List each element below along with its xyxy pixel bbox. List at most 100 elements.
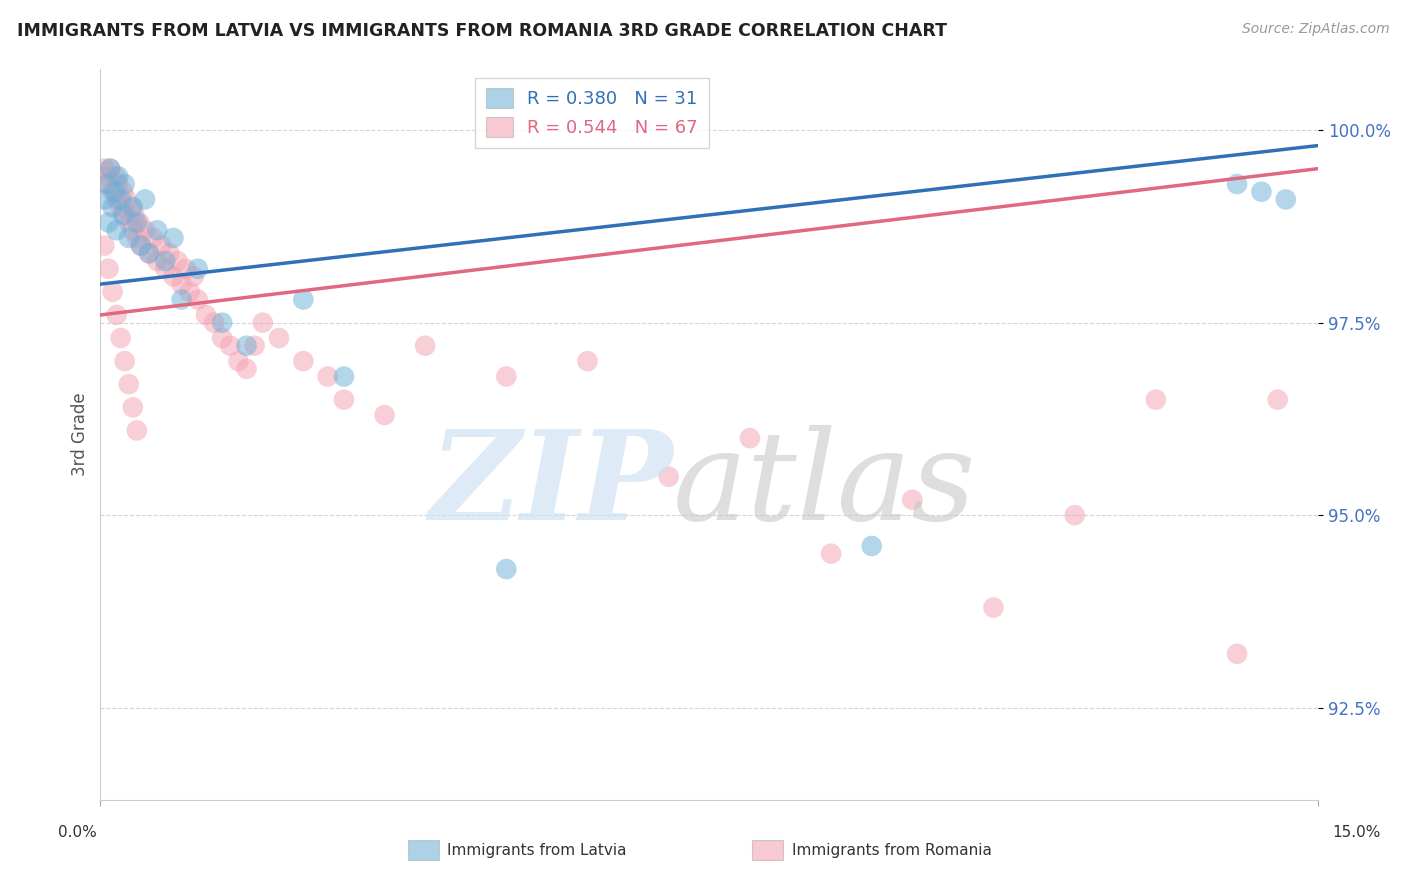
Point xyxy=(373,408,395,422)
Point xyxy=(146,254,169,268)
Point xyxy=(112,185,135,199)
Point xyxy=(134,193,156,207)
Point xyxy=(110,200,132,214)
Point xyxy=(97,215,120,229)
Point xyxy=(316,369,339,384)
Point xyxy=(219,339,242,353)
Point xyxy=(202,316,225,330)
Point xyxy=(228,354,250,368)
Point xyxy=(98,161,121,176)
Text: IMMIGRANTS FROM LATVIA VS IMMIGRANTS FROM ROMANIA 3RD GRADE CORRELATION CHART: IMMIGRANTS FROM LATVIA VS IMMIGRANTS FRO… xyxy=(17,22,946,40)
Point xyxy=(101,285,124,299)
Point xyxy=(150,238,173,252)
Point xyxy=(134,223,156,237)
Bar xyxy=(408,840,439,860)
Point xyxy=(194,308,217,322)
Point xyxy=(860,539,883,553)
Point xyxy=(166,254,188,268)
Point xyxy=(157,246,180,260)
Text: ZIP: ZIP xyxy=(429,425,673,546)
Point xyxy=(121,200,143,214)
Point xyxy=(97,261,120,276)
Point xyxy=(187,261,209,276)
Point xyxy=(1250,185,1272,199)
Legend: R = 0.380   N = 31, R = 0.544   N = 67: R = 0.380 N = 31, R = 0.544 N = 67 xyxy=(475,78,709,148)
Point xyxy=(333,392,356,407)
Text: Immigrants from Romania: Immigrants from Romania xyxy=(792,843,991,857)
Point xyxy=(114,177,136,191)
Point xyxy=(107,177,129,191)
Bar xyxy=(752,840,783,860)
Point xyxy=(235,362,257,376)
Point xyxy=(146,223,169,237)
Point xyxy=(170,277,193,292)
Point xyxy=(162,269,184,284)
Point xyxy=(114,354,136,368)
Point xyxy=(118,377,141,392)
Point xyxy=(155,254,177,268)
Point xyxy=(105,308,128,322)
Point xyxy=(104,185,127,199)
Point xyxy=(93,238,115,252)
Point xyxy=(1226,647,1249,661)
Point xyxy=(125,424,148,438)
Point xyxy=(1267,392,1289,407)
Point xyxy=(1063,508,1085,523)
Point xyxy=(125,215,148,229)
Point xyxy=(820,547,842,561)
Point xyxy=(187,293,209,307)
Point xyxy=(901,492,924,507)
Point xyxy=(96,169,118,184)
Point xyxy=(125,231,148,245)
Point xyxy=(101,185,124,199)
Point xyxy=(118,215,141,229)
Point xyxy=(211,316,233,330)
Point xyxy=(267,331,290,345)
Point xyxy=(93,161,115,176)
Text: Immigrants from Latvia: Immigrants from Latvia xyxy=(447,843,627,857)
Point xyxy=(128,215,150,229)
Point xyxy=(292,354,315,368)
Point xyxy=(105,223,128,237)
Point xyxy=(101,200,124,214)
Point xyxy=(110,331,132,345)
Point xyxy=(1226,177,1249,191)
Point xyxy=(138,246,160,260)
Point xyxy=(1144,392,1167,407)
Point xyxy=(738,431,761,445)
Point xyxy=(114,208,136,222)
Text: 15.0%: 15.0% xyxy=(1333,825,1381,839)
Point xyxy=(162,231,184,245)
Point xyxy=(121,401,143,415)
Point xyxy=(333,369,356,384)
Point xyxy=(120,200,142,214)
Point xyxy=(118,231,141,245)
Point xyxy=(121,223,143,237)
Point xyxy=(112,208,135,222)
Point xyxy=(413,339,436,353)
Text: atlas: atlas xyxy=(673,425,976,546)
Point xyxy=(104,169,127,184)
Point xyxy=(93,193,115,207)
Point xyxy=(98,161,121,176)
Point xyxy=(115,193,138,207)
Point xyxy=(105,193,128,207)
Point xyxy=(110,193,132,207)
Point xyxy=(179,285,201,299)
Point xyxy=(495,562,517,576)
Y-axis label: 3rd Grade: 3rd Grade xyxy=(72,392,89,476)
Point xyxy=(138,246,160,260)
Text: 0.0%: 0.0% xyxy=(58,825,97,839)
Point xyxy=(658,469,681,483)
Point xyxy=(243,339,266,353)
Point xyxy=(235,339,257,353)
Point xyxy=(96,177,118,191)
Point xyxy=(155,261,177,276)
Point xyxy=(211,331,233,345)
Point xyxy=(495,369,517,384)
Point xyxy=(174,261,197,276)
Point xyxy=(576,354,599,368)
Point xyxy=(124,208,146,222)
Text: Source: ZipAtlas.com: Source: ZipAtlas.com xyxy=(1241,22,1389,37)
Point xyxy=(170,293,193,307)
